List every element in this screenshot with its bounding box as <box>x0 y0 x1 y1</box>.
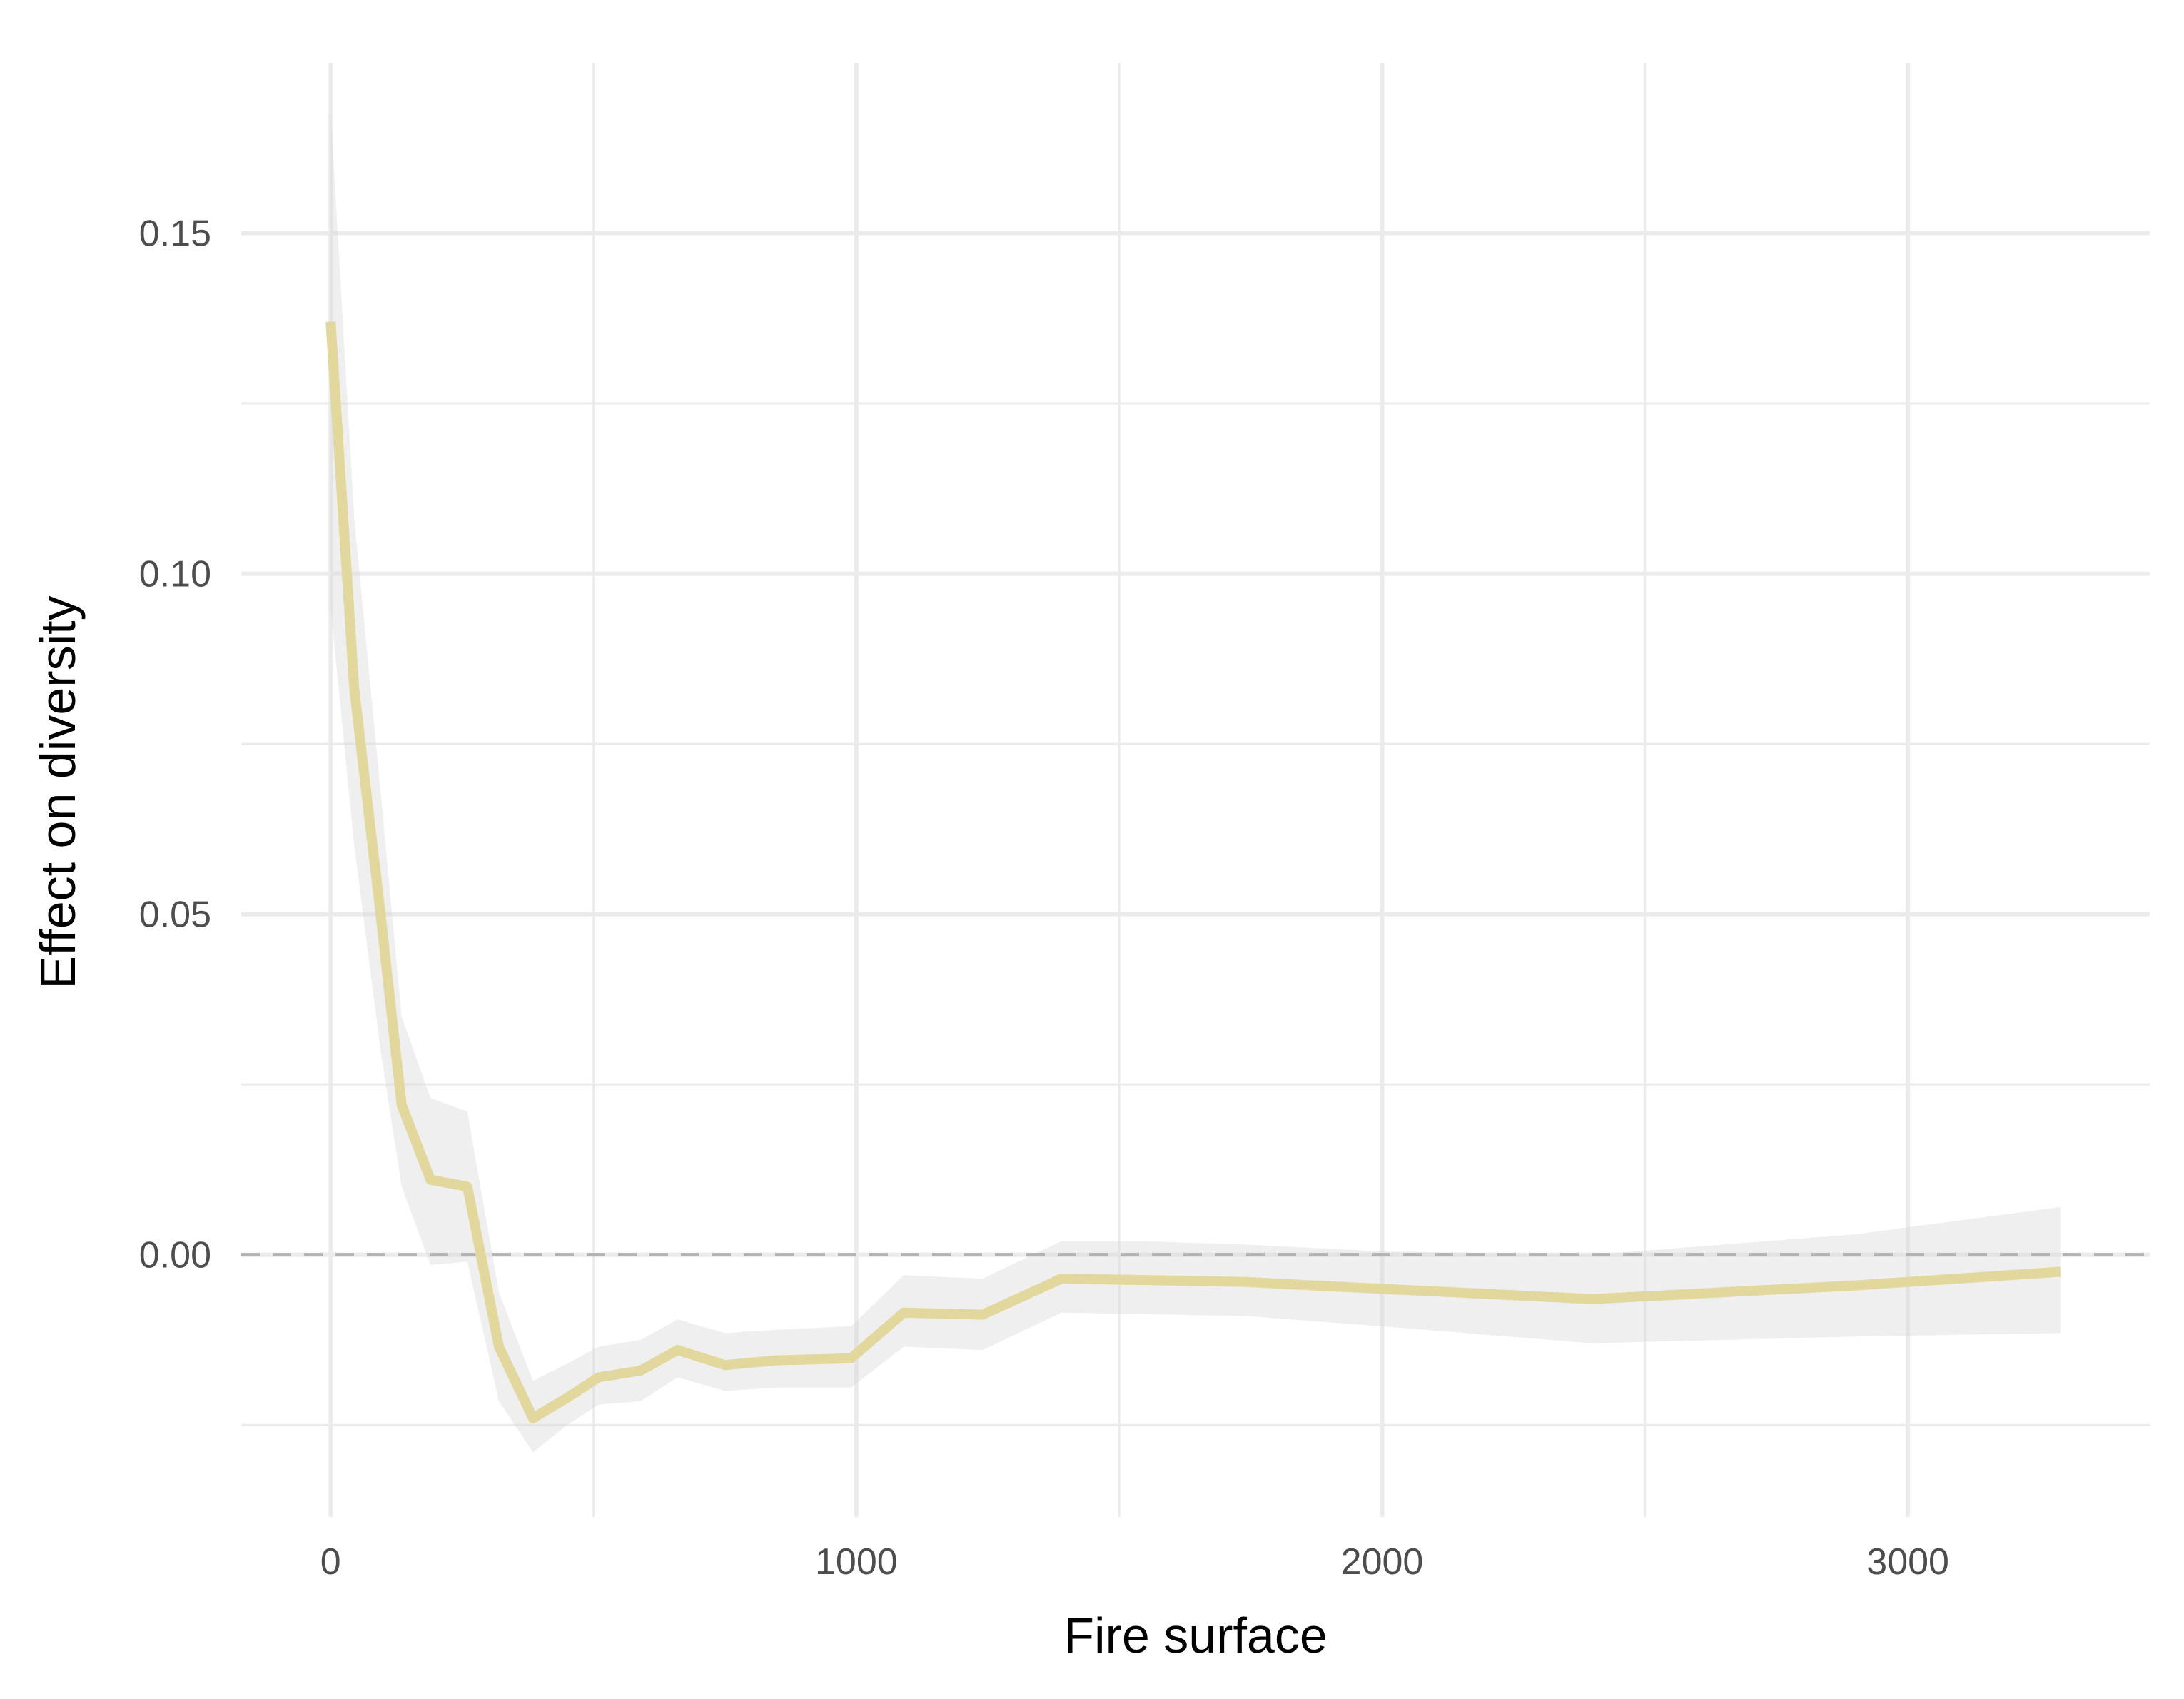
x-tick-label: 1000 <box>815 1541 898 1583</box>
x-tick-label: 2000 <box>1341 1541 1424 1583</box>
y-axis-tick-labels: 0.00 0.05 0.10 0.15 <box>139 213 211 1276</box>
y-tick-label: 0.05 <box>139 894 211 936</box>
x-tick-label: 3000 <box>1866 1541 1949 1583</box>
y-tick-label: 0.10 <box>139 554 211 595</box>
confidence-band-layer <box>330 110 2061 1453</box>
x-tick-label: 0 <box>320 1541 341 1583</box>
confidence-band <box>330 110 2061 1453</box>
y-tick-label: 0.15 <box>139 213 211 255</box>
x-axis-title: Fire surface <box>1063 1608 1328 1663</box>
y-axis-title: Effect on diversity <box>30 595 86 989</box>
series-line <box>325 321 2061 1423</box>
series-line-layer <box>325 321 2061 1423</box>
y-tick-label: 0.00 <box>139 1235 211 1276</box>
x-axis-tick-labels: 0 1000 2000 3000 <box>320 1541 1949 1583</box>
minor-gridlines <box>241 63 2150 1517</box>
